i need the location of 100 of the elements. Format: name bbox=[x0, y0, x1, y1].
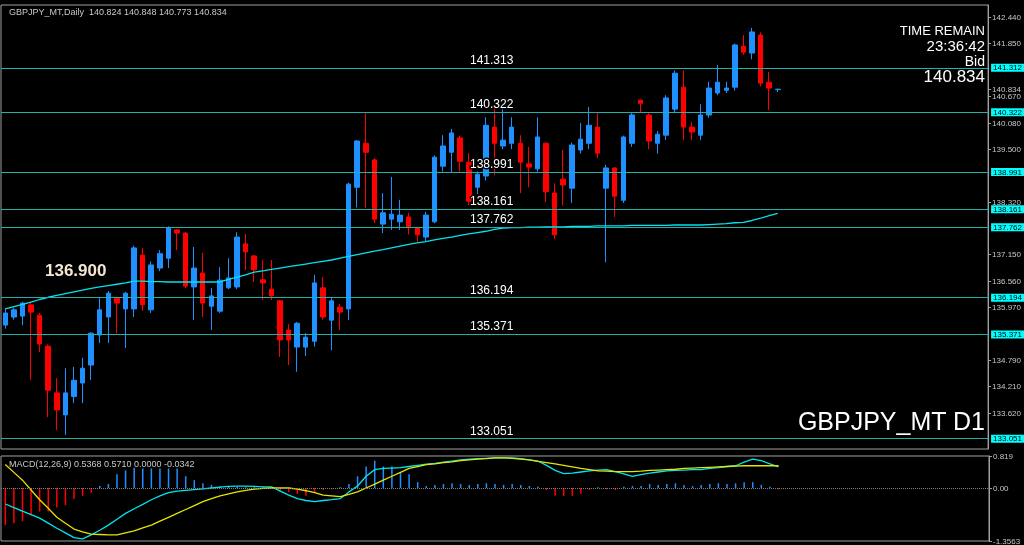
candlestick bbox=[174, 228, 180, 251]
candlestick bbox=[518, 134, 523, 194]
candlestick bbox=[63, 367, 68, 436]
annotation: Bid bbox=[964, 53, 985, 69]
candlestick bbox=[586, 106, 592, 150]
candlestick bbox=[294, 321, 300, 373]
candlestick bbox=[277, 299, 283, 358]
candlestick bbox=[329, 296, 334, 351]
candlestick bbox=[226, 257, 231, 290]
candlestick bbox=[689, 121, 695, 141]
candlestick bbox=[440, 134, 446, 173]
candlestick bbox=[45, 343, 51, 418]
candlestick bbox=[312, 274, 317, 348]
candlestick bbox=[612, 166, 617, 218]
y-tick-label: 137.150 bbox=[992, 250, 1022, 260]
line-series bbox=[4, 212, 779, 310]
chart-title: GBPJPY_MT,Daily 140.824 140.848 140.773 140.834 bbox=[9, 6, 227, 17]
candlestick bbox=[397, 199, 403, 231]
candlestick bbox=[97, 297, 102, 344]
ref-line-label: 135.371 bbox=[993, 330, 1023, 340]
candlestick bbox=[423, 211, 429, 242]
candlestick bbox=[681, 70, 686, 141]
annotation: 138.161 bbox=[470, 194, 514, 209]
candlestick bbox=[380, 192, 386, 234]
candlestick bbox=[698, 103, 703, 141]
y-tick-label: 0.819 bbox=[993, 451, 1014, 461]
candlestick bbox=[638, 99, 643, 114]
ref-line-label: 136.194 bbox=[993, 293, 1023, 303]
candlestick bbox=[157, 249, 163, 272]
candlestick bbox=[663, 94, 669, 141]
y-tick-label: 135.970 bbox=[992, 303, 1022, 313]
candlestick bbox=[449, 128, 454, 173]
y-tick-label: -1.3563 bbox=[993, 536, 1021, 545]
candlestick bbox=[535, 116, 540, 173]
candlestick bbox=[346, 182, 351, 321]
candlestick bbox=[166, 225, 171, 269]
candlestick bbox=[11, 307, 17, 321]
y-tick-label: 139.500 bbox=[992, 144, 1022, 154]
candlestick bbox=[337, 303, 343, 331]
candlestick bbox=[560, 149, 566, 206]
candlestick bbox=[80, 357, 85, 404]
candlestick bbox=[209, 287, 214, 331]
candlestick bbox=[655, 130, 660, 155]
ref-line-label: 133.051 bbox=[993, 434, 1023, 444]
candlestick bbox=[741, 34, 746, 56]
candlestick bbox=[183, 231, 188, 289]
candlestick bbox=[88, 331, 94, 381]
candlestick bbox=[372, 157, 377, 224]
candlestick bbox=[217, 266, 223, 314]
annotation: 135.371 bbox=[470, 319, 514, 334]
candlestick bbox=[140, 247, 145, 312]
candlestick bbox=[131, 245, 137, 318]
candlestick bbox=[389, 176, 394, 231]
candlestick bbox=[286, 323, 291, 366]
candlestick bbox=[37, 312, 42, 353]
candlestick bbox=[269, 259, 274, 301]
candlestick bbox=[621, 135, 626, 204]
ref-line-label: 141.312 bbox=[993, 63, 1023, 73]
annotation: 23:36:42 bbox=[926, 37, 985, 54]
candlestick bbox=[251, 254, 257, 283]
candlestick bbox=[71, 366, 77, 404]
annotation: 140.322 bbox=[470, 97, 514, 112]
candlestick bbox=[320, 276, 326, 321]
candlestick bbox=[200, 252, 205, 318]
y-tick-label: 134.790 bbox=[992, 356, 1022, 366]
candlestick bbox=[432, 154, 437, 224]
ref-line-label: 137.762 bbox=[993, 222, 1023, 232]
annotation: 141.313 bbox=[470, 52, 514, 67]
candlestick bbox=[114, 296, 120, 334]
y-tick-label: 0.00 bbox=[993, 483, 1010, 493]
candlestick bbox=[509, 116, 514, 150]
annotation: 136.194 bbox=[470, 282, 514, 297]
candlestick bbox=[303, 332, 308, 357]
annotation: 133.051 bbox=[470, 423, 514, 438]
candlestick bbox=[646, 112, 652, 150]
candlestick bbox=[54, 377, 60, 431]
candlestick bbox=[766, 71, 772, 111]
candlestick bbox=[234, 231, 240, 290]
candlestick bbox=[543, 141, 549, 203]
candlestick bbox=[715, 64, 720, 96]
candlestick bbox=[758, 31, 763, 87]
candlestick bbox=[724, 81, 729, 94]
candlestick bbox=[732, 43, 738, 92]
candlestick bbox=[706, 81, 712, 119]
y-tick-label: 140.670 bbox=[992, 92, 1022, 102]
annotation: 140.834 bbox=[923, 67, 985, 86]
y-tick-label: 142.440 bbox=[992, 12, 1022, 22]
y-tick-label: 140.080 bbox=[992, 118, 1022, 128]
y-tick-label: 138.320 bbox=[992, 197, 1022, 207]
candlestick bbox=[363, 111, 369, 209]
candlestick bbox=[569, 141, 575, 204]
y-tick-label: 140.834 bbox=[992, 84, 1022, 94]
candlestick bbox=[415, 226, 420, 243]
candlestick bbox=[20, 301, 25, 326]
chart-title: MACD(12,26,9) 0.5368 0.5710 0.0000 -0.0342 bbox=[9, 458, 195, 469]
annotation: 136.900 bbox=[45, 261, 107, 280]
annotation: GBPJPY_MT D1 bbox=[797, 406, 985, 435]
candlestick bbox=[595, 111, 600, 159]
candlestick bbox=[578, 122, 583, 155]
candlestick bbox=[28, 301, 34, 381]
